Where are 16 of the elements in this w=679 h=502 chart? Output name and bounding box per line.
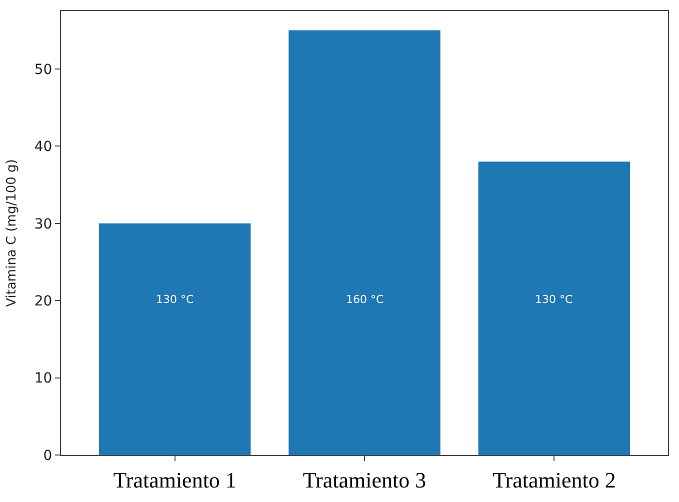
bar (288, 30, 440, 455)
y-axis-title: Vitamina C (mg/100 g) (4, 159, 20, 307)
bar (478, 162, 630, 455)
y-tick-label: 50 (34, 62, 52, 78)
annotation: 130 °C (156, 293, 194, 306)
y-tick-label: 20 (34, 293, 52, 310)
y-tick-label: 0 (43, 448, 52, 464)
x-tick-label: Tratamiento 2 (492, 467, 616, 492)
annotation: 160 °C (346, 293, 384, 306)
bar (98, 223, 251, 455)
y-tick-label: 30 (34, 216, 52, 232)
x-tick-label: Tratamiento 1 (113, 467, 236, 492)
y-tick-label: 40 (34, 139, 52, 156)
x-tick-label: Tratamiento 3 (302, 467, 426, 492)
annotation: 130 °C (535, 293, 573, 306)
y-tick-label: 10 (34, 370, 52, 387)
